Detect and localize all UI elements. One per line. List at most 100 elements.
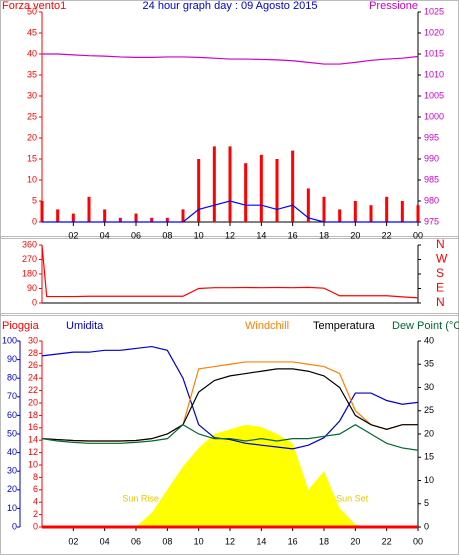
- y2-tick-label: W: [436, 252, 448, 266]
- series-line: [41, 244, 419, 299]
- bar: [385, 196, 389, 222]
- series-line: [42, 200, 418, 223]
- bar: [338, 209, 342, 222]
- rain-tick-label: 24: [28, 373, 38, 383]
- bar: [244, 163, 248, 222]
- bar: [103, 209, 107, 222]
- y2-tick-label: 995: [424, 132, 439, 142]
- y-tick-label: 180: [22, 268, 37, 278]
- bar: [353, 201, 357, 222]
- bar: [416, 205, 420, 222]
- x-tick-label: 20: [350, 230, 360, 240]
- legend-label: Temperatura: [313, 320, 376, 332]
- bar: [118, 217, 122, 222]
- series-line: [41, 368, 418, 442]
- y2-tick-label: 985: [424, 174, 439, 184]
- y-tick-label: 35: [27, 69, 37, 79]
- series-line: [42, 53, 419, 65]
- y2-tick-label: 980: [424, 195, 439, 205]
- rain-tick-label: 20: [28, 397, 38, 407]
- y2-tick-label: S: [436, 266, 444, 280]
- y-tick-label: 100: [2, 335, 17, 345]
- y-tick-label: 20: [7, 484, 17, 494]
- y-tick-label: 50: [27, 6, 37, 16]
- y2-tick-label: 30: [424, 382, 434, 392]
- y2-tick-label: 1025: [424, 6, 444, 16]
- y-tick-label: 30: [7, 466, 17, 476]
- y-tick-label: 40: [27, 48, 37, 58]
- annotation: Sun Rise: [122, 493, 159, 503]
- rain-tick-label: 14: [28, 435, 38, 445]
- y-tick-label: 90: [7, 354, 17, 364]
- y2-tick-label: 35: [424, 359, 434, 369]
- x-tick-label: 06: [131, 230, 141, 240]
- bar: [71, 213, 75, 222]
- x-tick-label: 00: [413, 230, 423, 240]
- bar: [197, 159, 201, 222]
- x-tick-label: 12: [225, 230, 235, 240]
- x-tick-label: 08: [162, 536, 172, 546]
- y2-tick-label: 1010: [424, 69, 444, 79]
- y-tick-label: 30: [27, 90, 37, 100]
- legend-label: Pressione: [369, 0, 418, 12]
- bar: [259, 154, 263, 222]
- y-tick-label: 10: [27, 174, 37, 184]
- y2-tick-label: 25: [424, 405, 434, 415]
- x-tick-label: 10: [194, 230, 204, 240]
- y-tick-label: 5: [32, 195, 37, 205]
- legend-label: Umidita: [66, 320, 104, 332]
- y2-tick-label: 1020: [424, 27, 444, 37]
- y2-tick-label: 1005: [424, 90, 444, 100]
- rain-tick-label: 28: [28, 348, 38, 358]
- x-tick-label: 22: [382, 230, 392, 240]
- y2-tick-label: 975: [424, 216, 439, 226]
- x-tick-label: 10: [194, 536, 204, 546]
- y-tick-label: 90: [27, 283, 37, 293]
- x-tick-label: 14: [256, 230, 266, 240]
- bar: [322, 196, 326, 222]
- y-tick-label: 80: [7, 373, 17, 383]
- x-tick-label: 06: [131, 536, 141, 546]
- y-tick-label: 45: [27, 27, 37, 37]
- y2-tick-label: 5: [424, 498, 429, 508]
- rain-tick-label: 2: [33, 509, 38, 519]
- x-tick-label: 08: [162, 230, 172, 240]
- rain-tick-label: 8: [33, 472, 38, 482]
- rain-tick-label: 12: [28, 447, 38, 457]
- rain-tick-label: 16: [28, 422, 38, 432]
- y-tick-label: 25: [27, 111, 37, 121]
- rain-tick-label: 18: [28, 410, 38, 420]
- legend-label: Windchill: [245, 320, 289, 332]
- y2-tick-label: E: [436, 281, 444, 295]
- y-tick-label: 15: [27, 153, 37, 163]
- rain-tick-label: 22: [28, 385, 38, 395]
- y-tick-label: 60: [7, 410, 17, 420]
- bar: [212, 146, 216, 222]
- bar: [181, 209, 185, 222]
- y2-tick-label: N: [436, 295, 445, 309]
- rain-tick-label: 26: [28, 360, 38, 370]
- bar: [150, 217, 154, 222]
- y2-tick-label: N: [436, 237, 445, 251]
- annotation: Sun Set: [336, 493, 369, 503]
- series-line: [41, 345, 419, 450]
- rain-tick-label: 10: [28, 459, 38, 469]
- solar-area: [42, 424, 418, 527]
- x-tick-label: 00: [413, 536, 423, 546]
- y2-tick-label: 990: [424, 153, 439, 163]
- legend-label: Pioggia: [2, 320, 40, 332]
- y-tick-label: 360: [22, 239, 37, 249]
- x-tick-label: 18: [319, 536, 329, 546]
- x-tick-label: 16: [288, 230, 298, 240]
- bar: [275, 159, 279, 222]
- bar: [134, 213, 138, 222]
- x-tick-label: 18: [319, 230, 329, 240]
- y-tick-label: 50: [7, 428, 17, 438]
- y2-tick-label: 10: [424, 475, 434, 485]
- y-tick-label: 0: [32, 216, 37, 226]
- y2-tick-label: 40: [424, 335, 434, 345]
- x-tick-label: 04: [100, 230, 110, 240]
- rain-tick-label: 30: [28, 335, 38, 345]
